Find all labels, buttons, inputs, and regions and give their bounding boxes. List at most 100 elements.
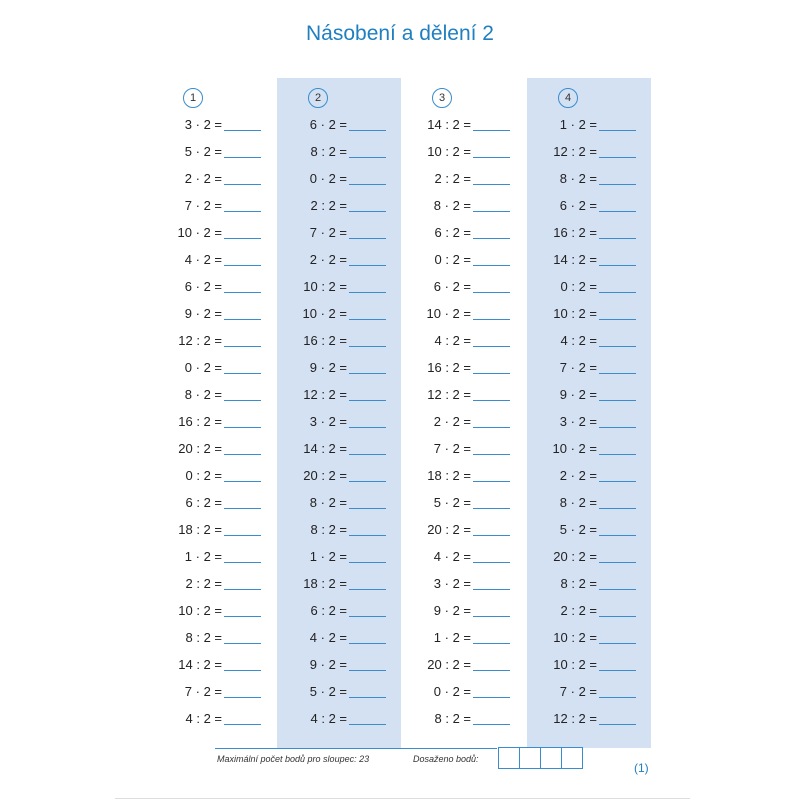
answer-line xyxy=(224,400,261,401)
answer-line xyxy=(599,697,636,698)
problem: 1 · 2 = xyxy=(559,117,597,132)
column-number: 3 xyxy=(432,88,452,108)
answer-line xyxy=(599,400,636,401)
answer-line xyxy=(599,724,636,725)
answer-line xyxy=(224,454,261,455)
score-box xyxy=(519,747,541,769)
answer-line xyxy=(599,481,636,482)
problem: 20 : 2 = xyxy=(427,522,471,537)
problem: 20 : 2 = xyxy=(303,468,347,483)
answer-line xyxy=(473,238,510,239)
problem: 1 · 2 = xyxy=(433,630,471,645)
answer-line xyxy=(224,238,261,239)
problem: 5 · 2 = xyxy=(309,684,347,699)
answer-line xyxy=(473,697,510,698)
problem: 18 : 2 = xyxy=(303,576,347,591)
problem: 8 : 2 = xyxy=(310,144,348,159)
problem: 6 · 2 = xyxy=(433,279,471,294)
answer-line xyxy=(349,427,386,428)
answer-line xyxy=(224,319,261,320)
answer-line xyxy=(473,400,510,401)
answer-line xyxy=(473,616,510,617)
problem: 5 · 2 = xyxy=(559,522,597,537)
answer-line xyxy=(224,535,261,536)
answer-line xyxy=(224,697,261,698)
answer-line xyxy=(599,157,636,158)
column-number: 2 xyxy=(308,88,328,108)
answer-line xyxy=(349,184,386,185)
answer-line xyxy=(599,346,636,347)
answer-line xyxy=(349,265,386,266)
answer-line xyxy=(473,157,510,158)
answer-line xyxy=(599,670,636,671)
problem: 3 · 2 = xyxy=(433,576,471,591)
answer-line xyxy=(349,346,386,347)
answer-line xyxy=(349,211,386,212)
column-number: 4 xyxy=(558,88,578,108)
answer-line xyxy=(473,292,510,293)
answer-line xyxy=(473,427,510,428)
problem: 8 : 2 = xyxy=(434,711,472,726)
problem: 18 : 2 = xyxy=(178,522,222,537)
problem: 4 · 2 = xyxy=(309,630,347,645)
problem: 4 : 2 = xyxy=(560,333,598,348)
problem: 5 · 2 = xyxy=(433,495,471,510)
answer-line xyxy=(224,724,261,725)
score-box xyxy=(540,747,562,769)
column-number: 1 xyxy=(183,88,203,108)
answer-line xyxy=(599,427,636,428)
problem: 2 : 2 = xyxy=(185,576,223,591)
problem: 2 : 2 = xyxy=(434,171,472,186)
answer-line xyxy=(599,508,636,509)
problem: 2 : 2 = xyxy=(310,198,348,213)
problem: 10 : 2 = xyxy=(303,279,347,294)
answer-line xyxy=(349,157,386,158)
answer-line xyxy=(473,535,510,536)
answer-line xyxy=(224,157,261,158)
answer-line xyxy=(599,616,636,617)
answer-line xyxy=(349,697,386,698)
problem: 9 · 2 = xyxy=(309,360,347,375)
answer-line xyxy=(473,508,510,509)
problem: 12 : 2 = xyxy=(303,387,347,402)
answer-line xyxy=(224,670,261,671)
problem: 8 · 2 = xyxy=(184,387,222,402)
answer-line xyxy=(473,670,510,671)
problem: 6 · 2 = xyxy=(559,198,597,213)
answer-line xyxy=(473,724,510,725)
answer-line xyxy=(599,292,636,293)
problem: 12 : 2 = xyxy=(553,711,597,726)
problem: 9 · 2 = xyxy=(433,603,471,618)
answer-line xyxy=(599,211,636,212)
answer-line xyxy=(349,481,386,482)
answer-line xyxy=(349,292,386,293)
answer-line xyxy=(224,211,261,212)
answer-line xyxy=(473,454,510,455)
answer-line xyxy=(224,643,261,644)
problem: 10 : 2 = xyxy=(178,603,222,618)
problem: 4 · 2 = xyxy=(184,252,222,267)
column-band xyxy=(527,78,651,748)
problem: 8 · 2 = xyxy=(559,495,597,510)
answer-line xyxy=(349,319,386,320)
problem: 10 · 2 = xyxy=(552,441,597,456)
title: Násobení a dělení 2 xyxy=(306,22,494,45)
problem: 0 · 2 = xyxy=(184,360,222,375)
answer-line xyxy=(224,589,261,590)
problem: 8 · 2 = xyxy=(309,495,347,510)
problem: 3 · 2 = xyxy=(309,414,347,429)
answer-line xyxy=(599,535,636,536)
answer-line xyxy=(473,211,510,212)
problem: 3 · 2 = xyxy=(184,117,222,132)
answer-line xyxy=(224,427,261,428)
problem: 4 : 2 = xyxy=(185,711,223,726)
problem: 9 · 2 = xyxy=(309,657,347,672)
problem: 8 · 2 = xyxy=(559,171,597,186)
answer-line xyxy=(349,589,386,590)
page-number: (1) xyxy=(634,761,649,775)
page-edge xyxy=(115,798,690,799)
problem: 20 : 2 = xyxy=(427,657,471,672)
problem: 6 : 2 = xyxy=(185,495,223,510)
answer-line xyxy=(349,454,386,455)
